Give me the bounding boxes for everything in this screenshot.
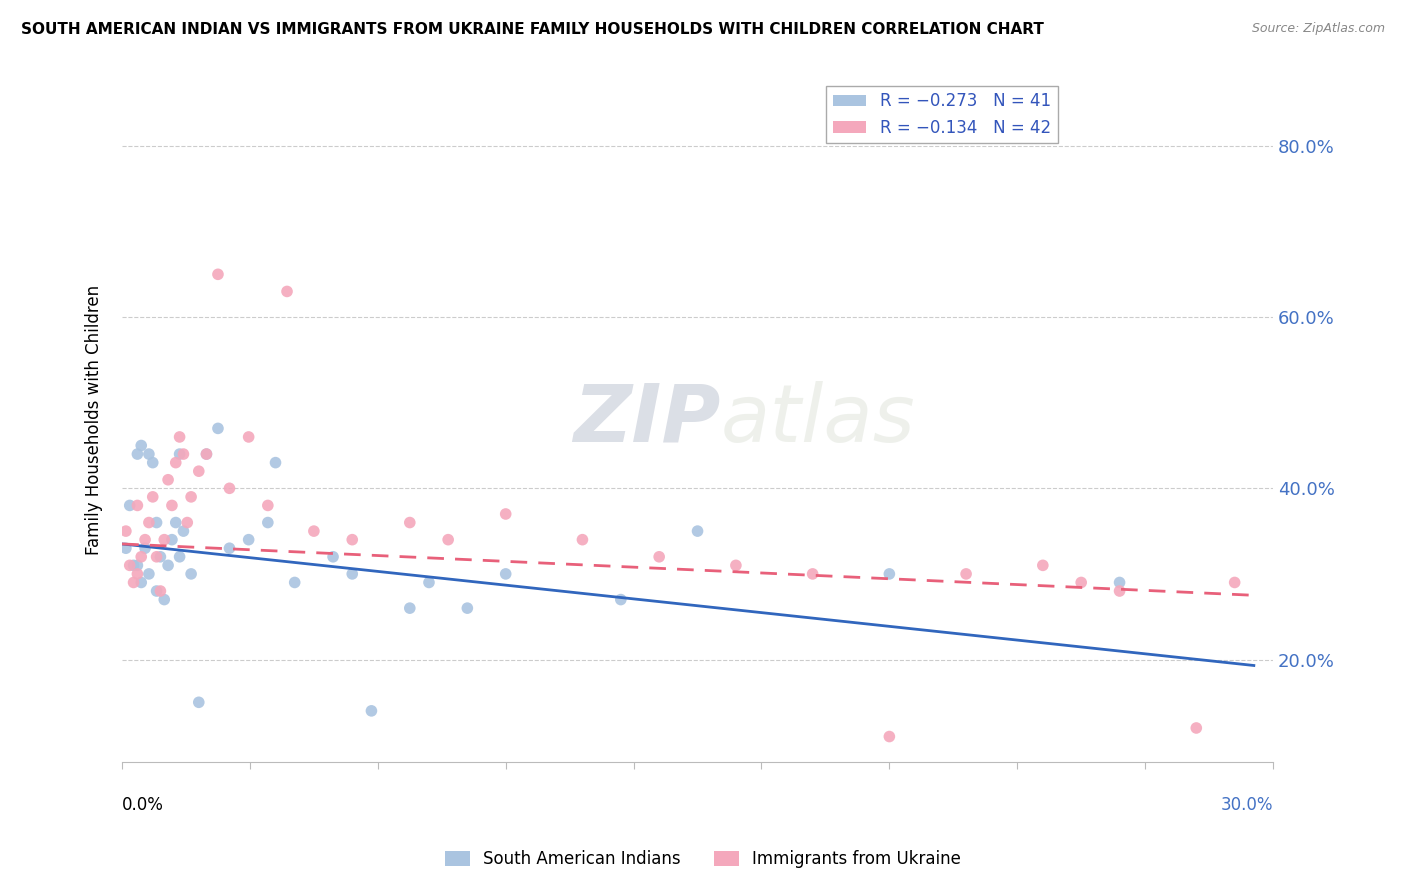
Point (256, 516, 278, 530)
Text: atlas: atlas (720, 381, 915, 458)
Point (127, 447, 149, 461)
Y-axis label: Family Households with Children: Family Households with Children (86, 285, 103, 555)
Point (169, 430, 191, 444)
Point (264, 456, 287, 470)
Point (122, 558, 145, 573)
Point (118, 499, 141, 513)
Point (648, 549, 671, 564)
Point (342, 533, 364, 547)
Point (686, 524, 709, 538)
Point (176, 516, 198, 530)
Point (169, 447, 191, 461)
Point (955, 566, 977, 581)
Point (118, 558, 141, 573)
Point (879, 730, 901, 744)
Point (115, 541, 138, 556)
Point (218, 541, 240, 556)
Point (145, 549, 167, 564)
Point (165, 516, 187, 530)
Legend: South American Indians, Immigrants from Ukraine: South American Indians, Immigrants from … (439, 844, 967, 875)
Point (195, 447, 218, 461)
Point (302, 524, 325, 538)
Point (256, 499, 278, 513)
Point (153, 592, 176, 607)
Point (157, 473, 180, 487)
Point (142, 490, 165, 504)
Text: SOUTH AMERICAN INDIAN VS IMMIGRANTS FROM UKRAINE FAMILY HOUSEHOLDS WITH CHILDREN: SOUTH AMERICAN INDIAN VS IMMIGRANTS FROM… (21, 22, 1045, 37)
Point (187, 464, 209, 478)
Point (456, 601, 478, 615)
Point (801, 566, 824, 581)
Point (207, 268, 229, 282)
Point (149, 584, 172, 599)
Point (1108, 575, 1130, 590)
Point (180, 490, 202, 504)
Point (160, 533, 183, 547)
Text: 0.0%: 0.0% (122, 797, 165, 814)
Point (398, 601, 420, 615)
Point (138, 566, 160, 581)
Point (1223, 575, 1246, 590)
Point (284, 575, 307, 590)
Point (1108, 584, 1130, 599)
Point (160, 499, 183, 513)
Point (169, 549, 191, 564)
Point (218, 481, 240, 495)
Point (149, 549, 172, 564)
Point (495, 507, 517, 521)
Point (398, 516, 420, 530)
Point (1032, 558, 1054, 573)
Point (724, 558, 747, 573)
Point (495, 566, 517, 581)
Point (437, 533, 460, 547)
Point (115, 524, 138, 538)
Point (134, 533, 156, 547)
Point (127, 499, 149, 513)
Point (571, 533, 593, 547)
Point (180, 566, 202, 581)
Point (879, 566, 901, 581)
Point (129, 438, 152, 452)
Point (138, 516, 160, 530)
Point (142, 456, 165, 470)
Point (342, 566, 364, 581)
Point (610, 592, 633, 607)
Legend: R = −0.273   N = 41, R = −0.134   N = 42: R = −0.273 N = 41, R = −0.134 N = 42 (827, 86, 1057, 144)
Point (360, 704, 382, 718)
Point (207, 421, 229, 435)
Point (276, 285, 298, 299)
Point (238, 533, 260, 547)
Point (129, 549, 152, 564)
Point (127, 566, 149, 581)
Point (418, 575, 440, 590)
Point (134, 541, 156, 556)
Text: Source: ZipAtlas.com: Source: ZipAtlas.com (1251, 22, 1385, 36)
Point (1070, 575, 1092, 590)
Point (153, 533, 176, 547)
Point (138, 447, 160, 461)
Point (127, 558, 149, 573)
Point (165, 456, 187, 470)
Text: 30.0%: 30.0% (1220, 797, 1272, 814)
Point (187, 695, 209, 709)
Point (322, 549, 344, 564)
Point (157, 558, 180, 573)
Point (1185, 721, 1208, 735)
Point (238, 430, 260, 444)
Point (195, 447, 218, 461)
Point (122, 575, 145, 590)
Point (172, 447, 194, 461)
Text: ZIP: ZIP (574, 381, 720, 458)
Point (145, 516, 167, 530)
Point (129, 575, 152, 590)
Point (145, 584, 167, 599)
Point (172, 524, 194, 538)
